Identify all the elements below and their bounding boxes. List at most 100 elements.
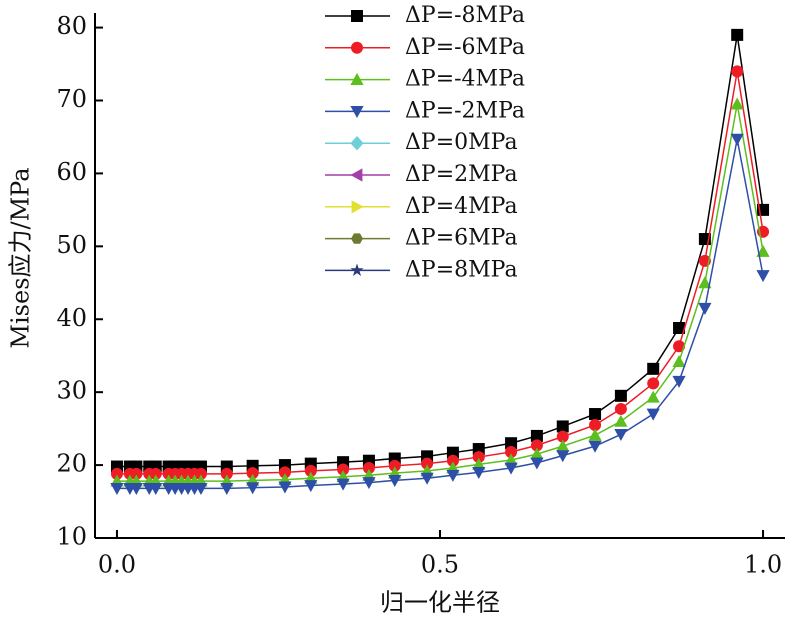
data-point [614, 414, 628, 427]
data-point [446, 454, 459, 467]
data-point [614, 389, 627, 402]
legend-label: ΔP=-4MPa [405, 67, 525, 92]
y-tick-label: 10 [56, 523, 87, 551]
data-point [504, 453, 518, 466]
data-point [420, 472, 434, 485]
data-point [504, 462, 518, 475]
data-point [246, 482, 260, 495]
data-point [246, 467, 259, 480]
data-point [530, 457, 544, 470]
legend-marker [351, 200, 364, 214]
data-point [472, 457, 486, 470]
data-point [730, 97, 744, 110]
data-point [647, 377, 660, 390]
legend-marker [351, 10, 363, 22]
legend-marker [351, 41, 363, 54]
data-point [530, 439, 543, 452]
y-axis-label: Mises应力/MPa [7, 167, 35, 348]
data-point [588, 428, 602, 441]
data-point [646, 408, 660, 421]
data-point [672, 375, 686, 388]
legend-label: ΔP=8MPa [405, 257, 518, 282]
data-point [194, 483, 208, 496]
x-tick-label: 1.0 [744, 551, 782, 579]
data-point [220, 467, 233, 480]
data-point [149, 467, 162, 480]
data-point [304, 480, 318, 493]
data-point [362, 477, 376, 490]
data-point [388, 459, 401, 472]
data-point [278, 466, 291, 479]
data-point [149, 483, 163, 496]
legend-marker [351, 233, 363, 244]
y-tick-label: 50 [56, 231, 87, 259]
x-tick-label: 0.0 [98, 551, 136, 579]
data-point [646, 390, 660, 403]
data-point [588, 440, 602, 453]
data-point [698, 276, 712, 289]
series-line [116, 104, 764, 482]
data-point [673, 322, 686, 334]
data-point [110, 467, 123, 480]
data-point [446, 469, 460, 482]
data-point [336, 478, 350, 491]
legend-label: ΔP=-8MPa [405, 3, 525, 28]
data-point [130, 467, 143, 480]
data-point [505, 445, 518, 458]
data-point [194, 467, 207, 480]
data-point [672, 354, 686, 367]
data-point [614, 402, 627, 415]
legend-marker [350, 263, 364, 276]
legend-label: ΔP=0MPa [405, 130, 518, 155]
data-point [110, 483, 124, 496]
y-tick-label: 70 [56, 85, 87, 113]
legend-label: ΔP=-2MPa [405, 98, 525, 123]
y-tick-label: 80 [56, 12, 87, 40]
data-point [556, 420, 569, 433]
data-point [530, 429, 543, 442]
data-point [698, 302, 712, 315]
data-point [556, 430, 569, 443]
legend-label: ΔP=2MPa [405, 162, 518, 187]
data-point [472, 451, 485, 464]
y-tick-label: 30 [56, 377, 87, 405]
data-point [505, 437, 518, 450]
data-point [731, 28, 744, 41]
data-point [756, 270, 770, 283]
legend-marker [350, 168, 363, 182]
data-point [614, 429, 628, 442]
legend-label: ΔP=4MPa [405, 194, 518, 219]
data-point [731, 65, 744, 78]
data-point [530, 447, 544, 460]
data-point [304, 464, 317, 477]
y-tick-label: 60 [56, 158, 87, 186]
data-point [421, 457, 434, 470]
legend-label: ΔP=6MPa [405, 226, 518, 251]
legend-marker [350, 136, 364, 151]
data-point [472, 466, 486, 479]
data-point [673, 340, 686, 353]
data-point [220, 483, 234, 496]
data-point [589, 418, 602, 431]
y-tick-label: 40 [56, 304, 87, 332]
x-tick-label: 0.5 [421, 551, 459, 579]
legend-label: ΔP=-6MPa [405, 35, 525, 60]
y-tick-label: 20 [56, 450, 87, 478]
series-line [116, 139, 764, 490]
data-point [730, 133, 744, 146]
data-point [647, 362, 660, 375]
legend-marker [350, 106, 364, 118]
data-point [589, 408, 602, 421]
data-point [556, 439, 570, 452]
data-point [556, 450, 570, 463]
data-point [388, 474, 402, 487]
x-axis-label: 归一化半径 [380, 589, 500, 617]
legend-marker [350, 73, 364, 85]
data-point [129, 483, 143, 496]
data-point [362, 462, 375, 474]
data-point [337, 463, 350, 476]
data-point [123, 460, 136, 473]
data-point [278, 481, 292, 494]
data-point [756, 244, 770, 257]
